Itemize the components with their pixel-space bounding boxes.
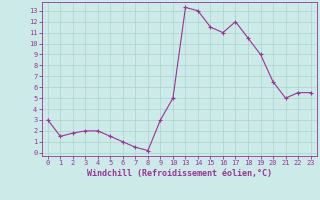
X-axis label: Windchill (Refroidissement éolien,°C): Windchill (Refroidissement éolien,°C) <box>87 169 272 178</box>
